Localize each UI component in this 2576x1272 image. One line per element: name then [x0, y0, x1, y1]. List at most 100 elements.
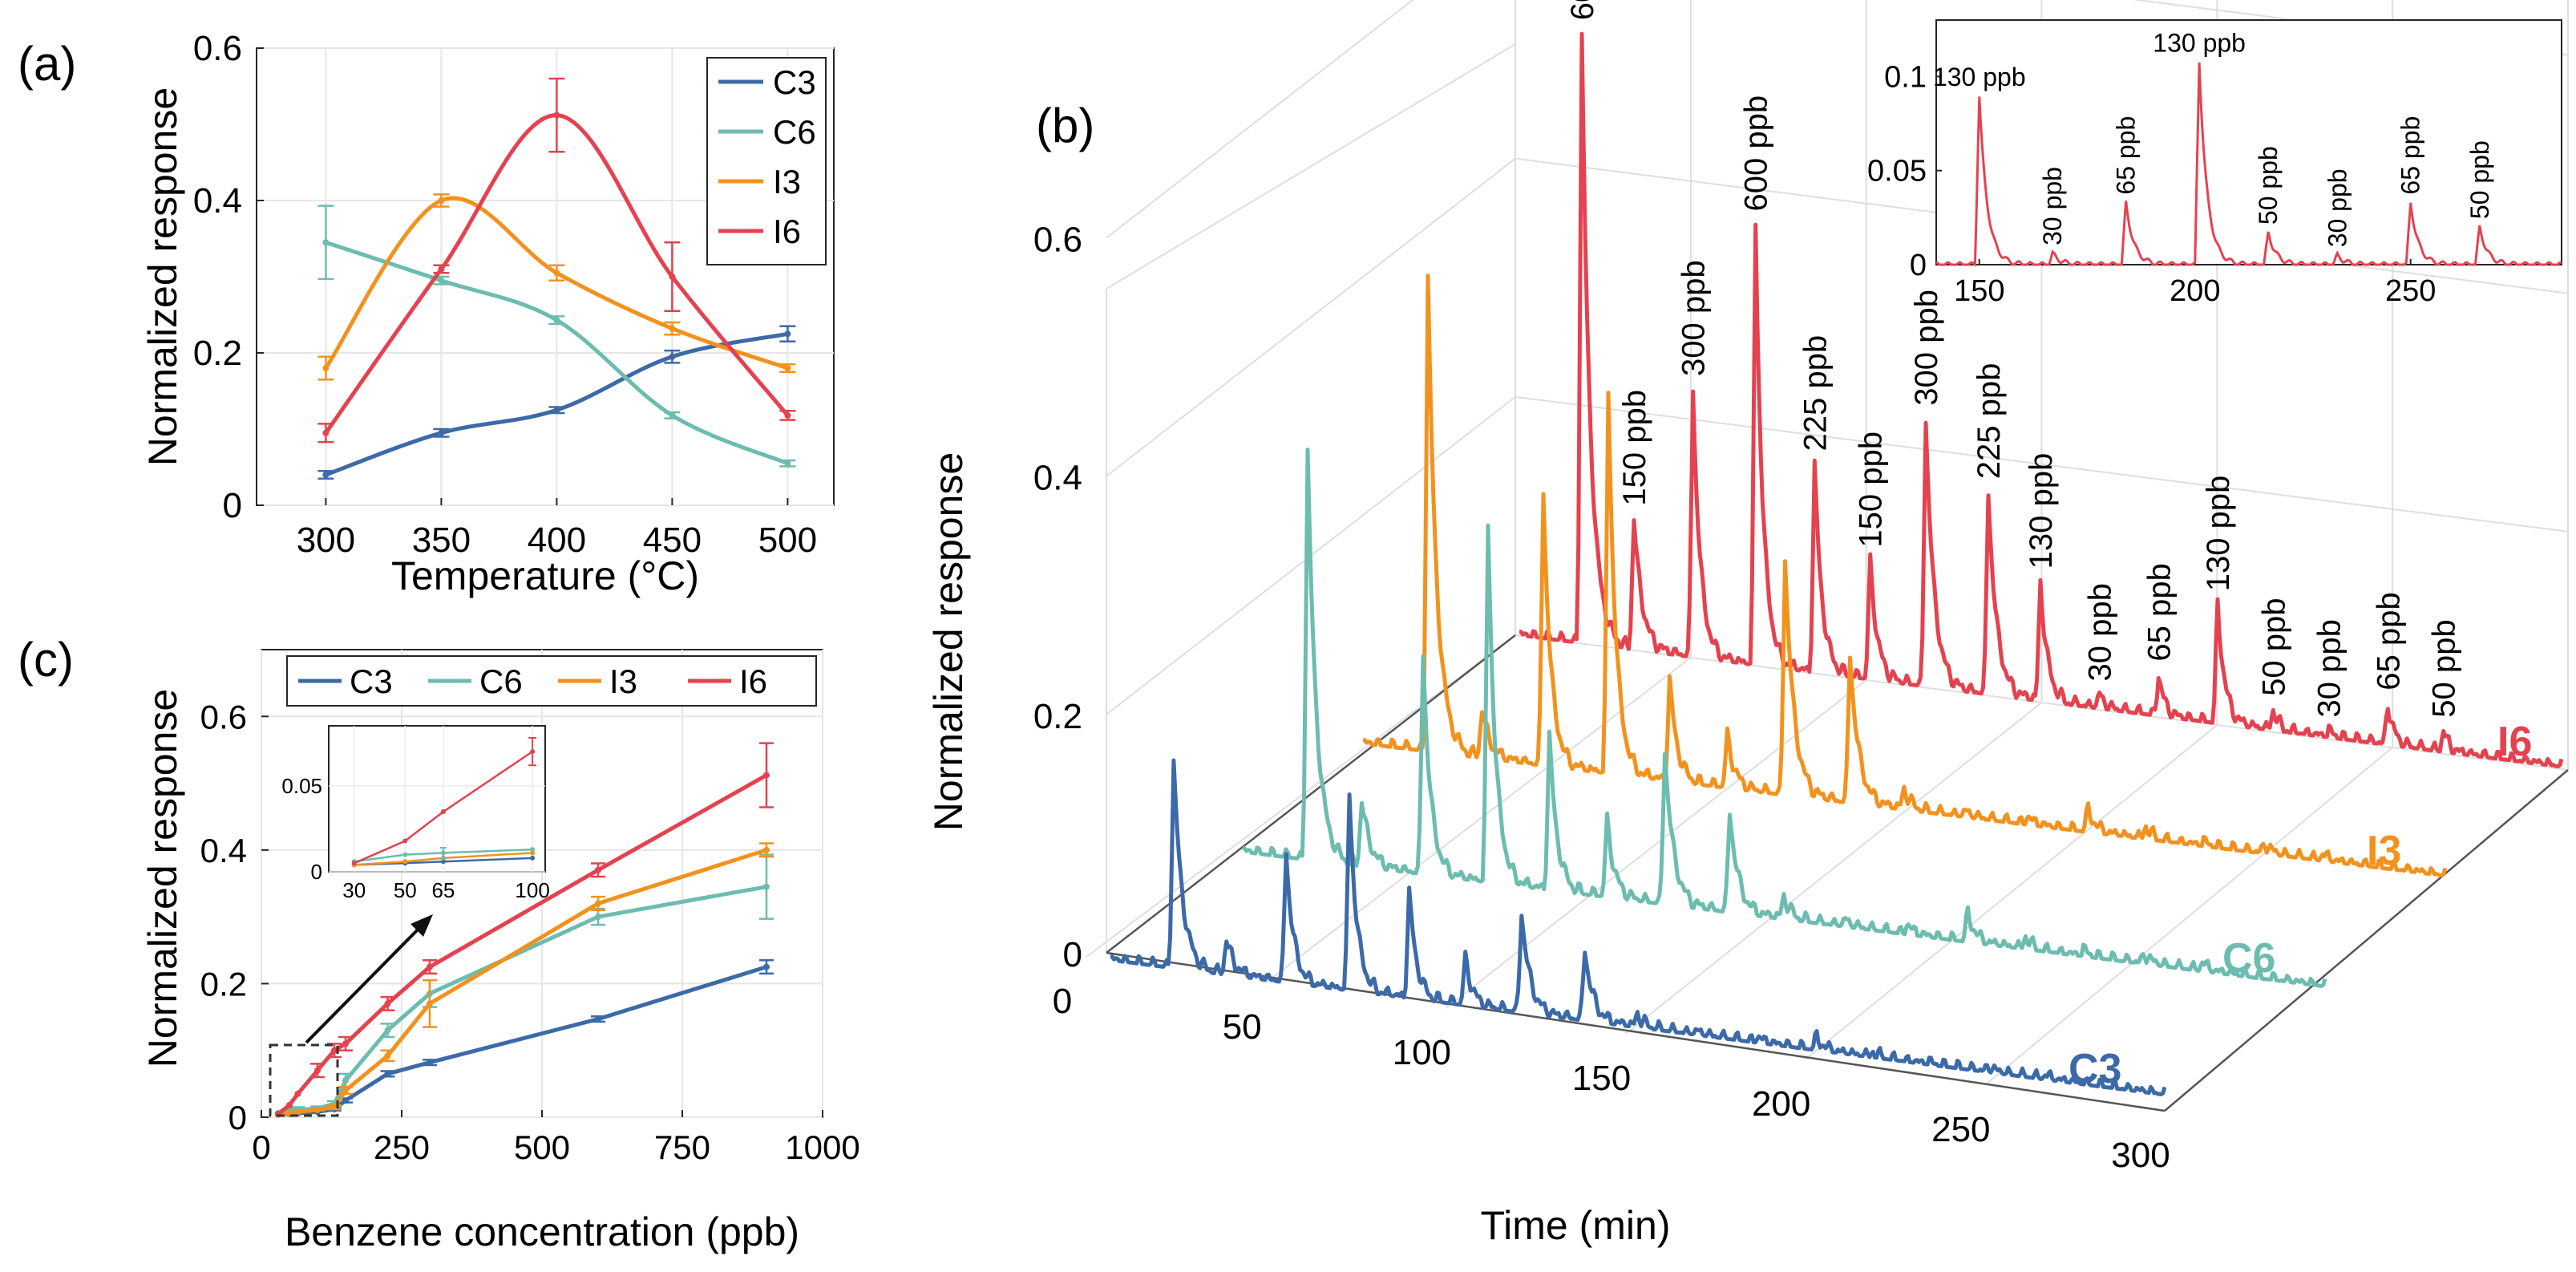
panel-c-inset-C3-point	[530, 855, 536, 861]
panel-b-inset-peak-label: 130 ppb	[1933, 63, 2026, 91]
panel-c-inset-C3-point	[440, 859, 446, 865]
panel-a-series-I3-line	[324, 196, 789, 371]
panel-b-left-wall-gridline	[1106, 0, 1414, 239]
panel-c-inset-I3-point	[402, 859, 408, 865]
panel-b-floor-gridline	[1984, 747, 2393, 1086]
panel-c-I6-point	[427, 963, 433, 970]
panel-a-I3-point	[322, 365, 330, 371]
panel-b-inset-peak-label: 50 ppb	[2465, 140, 2494, 219]
panel-c-inset-series-I3-line	[354, 852, 533, 866]
panel-a-x-tick-label: 400	[528, 521, 586, 560]
panel-c-C6-point	[384, 1027, 391, 1034]
panel-c-C6-point	[342, 1077, 349, 1084]
panel-b-z-tick-label: 0.6	[1033, 221, 1082, 260]
panel-b-peak-label: 130 ppb	[2024, 453, 2059, 569]
panel-c-I6-point	[342, 1040, 349, 1047]
panel-a-legend-label-I3: I3	[773, 163, 801, 201]
panel-c-C3-point	[763, 963, 770, 970]
panel-b-left-wall-gridline	[1106, 157, 1516, 477]
panel-c-inset-I3-point	[530, 850, 536, 856]
panel-b-peak-label: 300 ppb	[1909, 290, 1944, 406]
panel-c-y-tick-label: 0.4	[200, 832, 247, 869]
panel-a-C3-point	[438, 429, 445, 436]
panel-c-inset-series-C6-line	[354, 848, 533, 863]
panel-c-inset-series-I6-line	[354, 751, 533, 865]
panel-b-inset-y-tick-label: 0.1	[1884, 60, 1927, 94]
panel-a-y-axis-label: Normalized response	[140, 87, 185, 466]
panel-c-C3-point	[342, 1097, 349, 1104]
panel-a-legend: C3 C6 I3 I6	[706, 57, 827, 265]
panel-c-C3-point	[427, 1059, 433, 1066]
panel-c-inset-x-tick-label: 50	[394, 878, 417, 902]
panel-a-x-tick-label: 500	[758, 521, 817, 560]
panel-a-C3-point	[784, 330, 791, 338]
panel-c-inset-x-tick-label: 30	[342, 878, 366, 902]
panel-b-inset-peak-label: 30 ppb	[2323, 168, 2352, 247]
panel-a-y-tick-label: 0.4	[193, 181, 242, 221]
panel-b-floor-gridline	[1624, 702, 2043, 1035]
panel-b-x-tick-label: 150	[1572, 1059, 1631, 1098]
panel-b-inset-peak-label: 50 ppb	[2254, 146, 2283, 225]
panel-b-inset-y-tick-label: 0.05	[1867, 155, 1927, 188]
panel-a-C3-point	[669, 353, 676, 360]
panel-b-series-name-C3: C3	[2068, 1046, 2121, 1092]
panel-b-x-tick-label: 100	[1393, 1033, 1451, 1072]
panel-a-C6-point	[669, 411, 676, 419]
panel-b-series-name-I6: I6	[2497, 719, 2532, 765]
panel-c-inset-I6-point	[402, 838, 408, 844]
panel-b-floor-gridline	[1086, 634, 1516, 958]
panel-c-x-tick-label: 500	[514, 1128, 570, 1166]
panel-b-x-tick-label: 50	[1223, 1007, 1262, 1047]
panel-c-zoom-box	[269, 1043, 339, 1117]
panel-a-chart: 300 350 400 450 500 0 0.2 0.4 0.6 C3 C6 I3 I6 Temp…	[140, 29, 835, 598]
panel-a-C6-point	[784, 460, 791, 467]
panel-b-z-tick-label: 0.2	[1033, 697, 1082, 736]
panel-b-peak-label: 50 ppb	[2256, 598, 2291, 696]
panel-b-x-tick-label: 300	[2111, 1136, 2170, 1175]
panel-c-I3-point	[763, 846, 770, 853]
panel-c-inset-x-tick-label: 65	[431, 878, 455, 902]
panel-b-trace-C6	[1242, 448, 2327, 988]
panel-c-C3-point	[384, 1070, 391, 1077]
panel-c-I3-point	[427, 1000, 433, 1007]
panel-c-C6-point	[595, 913, 601, 921]
panel-c-I3-point	[595, 900, 601, 907]
panel-b-peak-label: 225 ppb	[1798, 335, 1833, 452]
panel-c-y-tick-label: 0.6	[200, 698, 247, 735]
panel-c-inset-y-tick-label: 0.05	[281, 774, 322, 798]
panel-a-C3-point	[322, 472, 330, 478]
panel-c-C6-point	[763, 883, 770, 890]
panel-b-floor-gridline	[1805, 724, 2218, 1060]
panel-a-I6-point	[438, 265, 445, 273]
panel-b-peak-label: 50 ppb	[2427, 619, 2462, 717]
panel-b-series-name-C6: C6	[2222, 935, 2275, 982]
panel-c-x-tick-label: 1000	[785, 1128, 859, 1166]
panel-a-y-tick-label: 0.2	[193, 334, 242, 373]
panel-c-inset: 30 50 65 100 0 0.05	[281, 725, 550, 902]
panel-a-y-tick-label: 0	[223, 486, 242, 525]
panel-c-C3-point	[595, 1015, 601, 1023]
panel-b-peak-label: 225 ppb	[1971, 363, 2007, 480]
panel-b-z-tick-label: 0.4	[1033, 459, 1082, 498]
panel-b-inset-peak-label: 30 ppb	[2038, 167, 2067, 245]
panel-b-peak-label: 150 ppb	[1617, 390, 1652, 506]
panel-c-legend-label-C3: C3	[350, 662, 393, 700]
panel-a-x-tick-label: 350	[412, 521, 471, 560]
panel-b-x-tick-label: 200	[1752, 1084, 1810, 1124]
panel-b-floor-right-edge	[2164, 769, 2569, 1112]
panel-a-C6-point	[438, 277, 445, 284]
panel-c-legend-label-I6: I6	[739, 662, 767, 700]
panel-c-inset-C6-point	[402, 852, 408, 857]
panel-c-y-axis-label: Normalized response	[140, 689, 185, 1067]
panel-c-legend: C3 C6 I3 I6	[286, 655, 817, 707]
panel-c-label: (c)	[18, 633, 74, 687]
panel-a-label: (a)	[18, 37, 76, 91]
panel-c-inset-x-tick-label: 100	[515, 878, 549, 902]
panel-b-inset-peak-label: 65 ppb	[2396, 116, 2425, 195]
panel-c-I3-point	[342, 1087, 349, 1094]
panel-c-I3-point	[384, 1052, 391, 1059]
panel-c-legend-label-I3: I3	[609, 662, 637, 700]
panel-c-x-tick-label: 0	[252, 1128, 270, 1166]
panel-c-I6-point	[286, 1102, 293, 1109]
panel-b-floor-gridline	[1265, 657, 1692, 983]
